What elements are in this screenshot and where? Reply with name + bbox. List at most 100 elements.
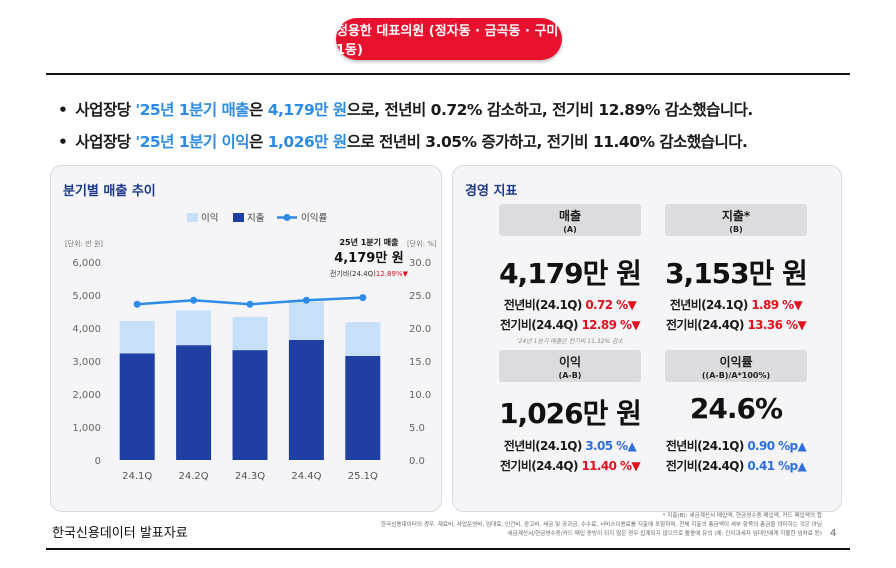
kpi-qoq-expense: 전기비(24.4Q) 13.36 %▼ (651, 316, 821, 333)
bar-expense (288, 339, 324, 460)
y-axis-left-label: [단위: 만 원] (65, 239, 103, 248)
bar-expense (119, 353, 155, 460)
kpi-header-sales: 매출 (A) (499, 204, 641, 236)
kpi-subtitle: (A-B) (558, 371, 582, 380)
kpi-header-expense: 지출* (B) (665, 204, 807, 236)
legend-label: 이익률 (301, 212, 327, 224)
footnote-line: 세금계산서/현금영수증/카드 매입 증빙이 되지 않은 경우 집계되지 않으므로… (507, 531, 822, 537)
kpi-label: 전년비(24.1Q) (665, 439, 745, 453)
bullet-text: 은 (249, 101, 268, 119)
y-right-tick-label: 20.0 (409, 324, 431, 335)
bullet-dot: • (58, 101, 68, 119)
kpi-yoy-sales: 전년비(24.1Q) 0.72 %▼ (485, 296, 655, 313)
bullet-text: 사업장당 (75, 101, 136, 119)
y-left-tick-label: 5,000 (72, 291, 101, 302)
kpi-change: 3.05 % (585, 439, 628, 453)
kpi-subtitle: ((A-B)/A*100%) (701, 371, 771, 380)
top-divider (46, 73, 850, 75)
page-number: 4 (830, 528, 837, 539)
bullet-text: 으로 전년비 3.05% 증가하고, 전기비 11.40% 감소했습니다. (346, 133, 748, 151)
kpi-yoy-margin: 전년비(24.1Q) 0.90 %p▲ (651, 437, 821, 454)
legend-swatch-profit (187, 213, 198, 222)
annotation-title: 25년 1분기 매출 (339, 237, 399, 247)
kpi-title: 지출* (721, 209, 751, 223)
kpi-value-profit: 1,026만 원 (499, 397, 642, 430)
kpi-change: 1.89 % (751, 298, 794, 312)
down-arrow-icon: ▼ (793, 298, 803, 312)
x-tick-label: 24.4Q (291, 471, 321, 482)
y-right-tick-label: 0.0 (409, 456, 425, 467)
kpi-change: 13.36 % (747, 318, 798, 332)
margin-point (359, 294, 367, 302)
down-arrow-icon: ▼ (797, 318, 807, 332)
y-right-tick-label: 25.0 (409, 291, 431, 302)
bullet-text: 사업장당 (75, 133, 136, 151)
bullet-highlight: 1,026만 원 (267, 133, 347, 151)
bar-profit (176, 310, 212, 346)
bar-profit (119, 321, 155, 354)
kpi-yoy-profit: 전년비(24.1Q) 3.05 %▲ (485, 437, 655, 454)
bullet-highlight: 4,179만 원 (267, 101, 347, 119)
legend-label: 이익 (201, 212, 218, 224)
header-title: 정용한 대표의원 (정자동 · 금곡동 · 구미1동) (336, 18, 562, 60)
down-arrow-icon: ▼ (631, 459, 641, 473)
margin-point (190, 296, 198, 304)
kpi-change: 11.40 % (581, 459, 632, 473)
kpi-title: 이익 (558, 355, 582, 369)
footnote-line: * 지출(B): 세금계산서 매입액, 현금영수증 매입액, 카드 매입액의 합 (662, 513, 822, 519)
margin-point (133, 300, 141, 308)
y-left-tick-label: 0 (95, 456, 101, 467)
bar-expense (232, 350, 268, 460)
y-right-tick-label: 30.0 (409, 258, 431, 269)
kpi-label: 전년비(24.1Q) (669, 298, 749, 312)
quarterly-sales-panel: 분기별 매출 추이 [단위: 만 원] [단위: %] 0 1,000 2,000 3,0… (50, 165, 442, 512)
bullet-profit: • 사업장당 '25년 1분기 이익은 1,026만 원으로 전년비 3.05% … (58, 130, 748, 152)
kpi-qoq-sales: 전기비(24.4Q) 12.89 %▼ (485, 316, 655, 333)
kpi-change: 0.90 %p (747, 439, 798, 453)
y-axis-right-label: [단위: %] (407, 239, 437, 248)
annotation-sub-value: 12.89% (376, 270, 403, 278)
bar-profit (288, 301, 324, 340)
bar-profit (232, 316, 268, 351)
kpi-yoy-expense: 전년비(24.1Q) 1.89 %▼ (651, 296, 821, 313)
bottom-divider (46, 548, 850, 550)
down-arrow-icon: ▼ (631, 318, 641, 332)
bullet-sales: • 사업장당 '25년 1분기 매출은 4,179만 원으로, 전년비 0.72%… (58, 98, 753, 120)
bullet-dot: • (58, 133, 68, 151)
y-right-tick-label: 10.0 (409, 390, 431, 401)
up-arrow-icon: ▲ (797, 439, 807, 453)
kpi-label: 전기비(24.4Q) (499, 318, 579, 332)
kpi-qoq-profit: 전기비(24.4Q) 11.40 %▼ (485, 457, 655, 474)
kpi-header-margin: 이익률 ((A-B)/A*100%) (665, 350, 807, 382)
bar-expense (345, 355, 381, 460)
kpi-title: 이익률 (719, 355, 753, 369)
annotation-sub-label: 전기비(24.4Q) (330, 269, 376, 278)
bullet-highlight: '25년 1분기 이익 (135, 133, 250, 151)
x-tick-label: 24.3Q (235, 471, 265, 482)
panel-title: 경영 지표 (465, 184, 518, 199)
legend-label: 지출 (247, 213, 265, 224)
y-right-tick-label: 15.0 (409, 357, 431, 368)
sales-trend-chart: [단위: 만 원] [단위: %] 0 1,000 2,000 3,000 4,000 5,0… (65, 212, 437, 482)
y-left-tick-label: 2,000 (72, 390, 101, 401)
kpi-panel: 경영 지표 매출 (A) 4,179만 원 전년비(24.1Q) 0.72 %▼… (452, 165, 842, 512)
kpi-subtitle: (B) (729, 225, 743, 234)
x-tick-label: 24.1Q (122, 471, 152, 482)
bullet-text: 으로, 전년비 0.72% 감소하고, 전기비 12.89% 감소했습니다. (346, 101, 754, 119)
down-arrow-icon: ▼ (627, 298, 637, 312)
legend-swatch-margin-dot (283, 214, 291, 221)
kpi-subtitle: (A) (563, 225, 577, 234)
footnote-line: 한국신용데이터의 경우, 재료비, 사업운영비, 임대료, 인건비, 광고비, … (380, 522, 822, 528)
y-right-tick-label: 5.0 (409, 423, 425, 434)
kpi-change: 0.41 %p (747, 459, 798, 473)
y-left-tick-label: 6,000 (72, 258, 101, 269)
kpi-change: 12.89 % (581, 318, 632, 332)
bullet-highlight: '25년 1분기 매출 (135, 101, 250, 119)
margin-point (246, 300, 254, 308)
kpi-label: 전기비(24.4Q) (499, 459, 579, 473)
bar-expense (176, 345, 212, 460)
y-left-tick-label: 1,000 (72, 423, 101, 434)
y-left-tick-label: 4,000 (72, 324, 101, 335)
kpi-header-profit: 이익 (A-B) (499, 350, 641, 382)
kpi-value-margin: 24.6% (689, 392, 783, 425)
